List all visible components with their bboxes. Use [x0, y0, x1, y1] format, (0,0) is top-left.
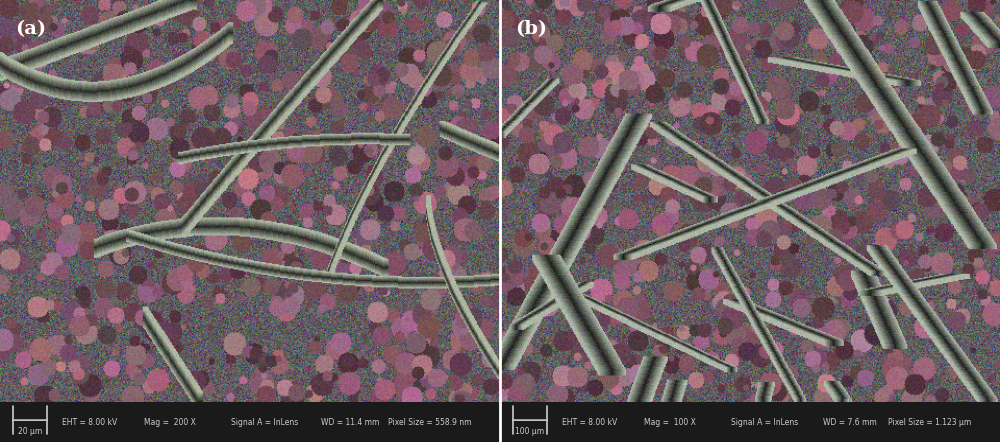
Text: (a): (a) [15, 20, 46, 38]
Text: 100 μm: 100 μm [515, 427, 545, 436]
Text: Mag =  200 X: Mag = 200 X [144, 418, 196, 427]
Text: (b): (b) [515, 20, 547, 38]
Text: Pixel Size = 1.123 μm: Pixel Size = 1.123 μm [888, 418, 972, 427]
Text: Pixel Size = 558.9 nm: Pixel Size = 558.9 nm [388, 418, 472, 427]
Text: 20 μm: 20 μm [18, 427, 42, 436]
Text: WD = 11.4 mm: WD = 11.4 mm [321, 418, 379, 427]
Text: Mag =  100 X: Mag = 100 X [644, 418, 696, 427]
Text: EHT = 8.00 kV: EHT = 8.00 kV [62, 418, 118, 427]
Text: EHT = 8.00 kV: EHT = 8.00 kV [562, 418, 618, 427]
Text: WD = 7.6 mm: WD = 7.6 mm [823, 418, 877, 427]
Text: Signal A = InLens: Signal A = InLens [731, 418, 799, 427]
Text: Signal A = InLens: Signal A = InLens [231, 418, 299, 427]
